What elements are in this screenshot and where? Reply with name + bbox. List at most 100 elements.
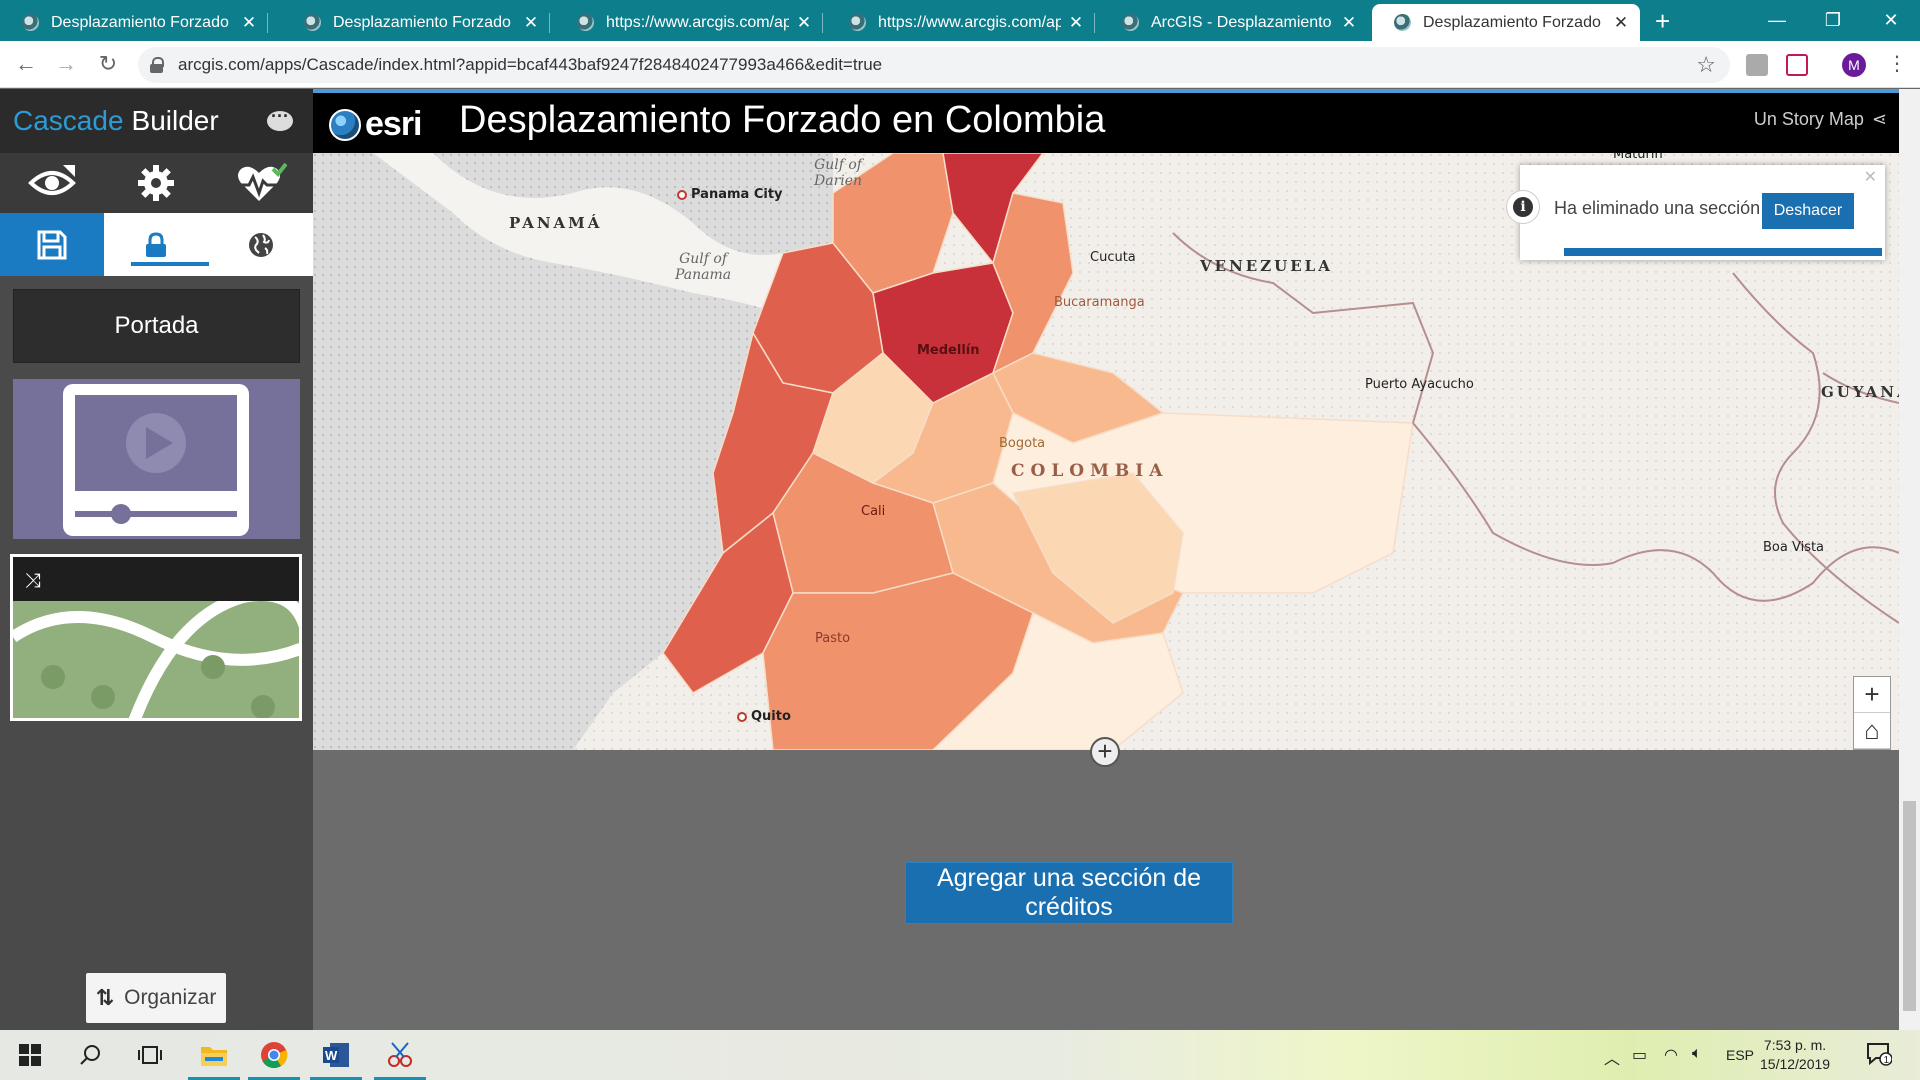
map-label-country: VENEZUELA — [1200, 257, 1333, 275]
notification-count: 1 — [1884, 1055, 1890, 1066]
extension-icon[interactable] — [1746, 54, 1768, 76]
close-tab-icon[interactable]: ✕ — [241, 12, 257, 32]
sharing-public-tab[interactable] — [209, 213, 313, 276]
bookmark-star-icon[interactable]: ☆ — [1696, 52, 1716, 77]
choropleth-map[interactable]: PANAMÁ VENEZUELA GUYANA COLOMBIA Gulf of… — [313, 153, 1899, 750]
storymap-link[interactable]: Un Story Map ⋖ — [1754, 109, 1887, 130]
video-player-icon — [63, 384, 249, 536]
minimize-button[interactable]: — — [1768, 10, 1786, 30]
save-disk-icon — [37, 230, 67, 259]
tab-title: https://www.arcgis.com/app — [878, 13, 1061, 31]
story-title[interactable]: Desplazamiento Forzado en Colombia — [459, 99, 1106, 141]
section-thumbnail-map[interactable]: ⤨ — [10, 554, 302, 721]
save-button[interactable] — [0, 213, 105, 276]
windows-taskbar: W ︿ ▭ ◠ 🔈︎ ESP 7:53 p. m. 15/12/2019 1 — [0, 1030, 1920, 1080]
settings-button[interactable] — [104, 153, 208, 213]
extension-icon[interactable] — [1786, 54, 1808, 76]
snipping-tool-button[interactable] — [370, 1030, 430, 1080]
search-icon — [80, 1045, 100, 1065]
browser-tab[interactable]: https://www.arcgis.com/app ✕ — [827, 4, 1095, 41]
share-icon[interactable]: ⋖ — [1871, 109, 1887, 129]
section-card-portada[interactable]: Portada — [13, 289, 300, 363]
wifi-icon[interactable]: ◠ — [1664, 1047, 1678, 1064]
browser-tab[interactable]: Desplazamiento Forzado en C ✕ — [0, 4, 268, 41]
add-credits-section-button[interactable]: Agregar una sección de créditos — [905, 862, 1233, 924]
battery-icon[interactable]: ▭ — [1632, 1047, 1648, 1064]
tab-title: Desplazamiento Forzado en C — [1423, 13, 1606, 31]
sharing-private-tab[interactable] — [104, 213, 210, 276]
restore-button[interactable]: ❐ — [1824, 10, 1842, 30]
organize-button[interactable]: ⇅ Organizar — [86, 973, 226, 1023]
volume-icon[interactable]: 🔈︎ — [1692, 1045, 1702, 1062]
story-lower-area: Agregar una sección de créditos — [313, 750, 1899, 1030]
task-view-button[interactable] — [120, 1030, 180, 1080]
health-check-button[interactable] — [209, 153, 313, 213]
folder-icon — [201, 1047, 227, 1066]
chrome-icon — [261, 1042, 288, 1069]
home-button[interactable]: ⌂ — [1854, 713, 1890, 749]
organize-label: Organizar — [124, 986, 217, 1009]
browser-tab-active[interactable]: Desplazamiento Forzado en C ✕ — [1372, 4, 1640, 41]
page-scrollbar[interactable] — [1899, 89, 1920, 1030]
chrome-button[interactable] — [244, 1030, 304, 1080]
preview-eye-button[interactable] — [0, 153, 104, 213]
profile-avatar[interactable]: M — [1842, 53, 1866, 77]
close-tab-icon[interactable]: ✕ — [796, 12, 812, 32]
esri-logo[interactable]: esri — [329, 105, 422, 144]
toast-message: Ha eliminado una sección — [1554, 198, 1761, 218]
clock-time: 7:53 p. m. — [1763, 1037, 1827, 1053]
story-header: esri Desplazamiento Forzado en Colombia … — [313, 89, 1899, 153]
map-zoom-control: + ⌂ — [1853, 676, 1891, 750]
sort-arrows-icon: ⇅ — [95, 985, 115, 1010]
close-tab-icon[interactable]: ✕ — [1068, 12, 1084, 32]
close-tab-icon[interactable]: ✕ — [1341, 12, 1357, 32]
close-tab-icon[interactable]: ✕ — [1613, 12, 1629, 32]
map-label-city: Panama City — [677, 187, 783, 202]
word-button[interactable]: W — [306, 1030, 366, 1080]
globe-favicon-icon — [22, 14, 39, 31]
map-label-city: Puerto Ayacucho — [1365, 377, 1474, 392]
zoom-in-button[interactable]: + — [1854, 677, 1890, 713]
forward-button[interactable]: → — [55, 51, 77, 76]
taskbar-clock[interactable]: 7:53 p. m. 15/12/2019 — [1760, 1036, 1830, 1074]
heart-check-icon — [237, 163, 287, 201]
brand-builder: Builder — [131, 105, 219, 136]
start-button[interactable] — [0, 1030, 60, 1080]
lock-icon — [150, 57, 164, 73]
new-tab-button[interactable]: + — [1655, 6, 1671, 36]
tab-title: Desplazamiento Forzado en C — [333, 13, 516, 31]
map-label-city: Quito — [737, 709, 791, 724]
svg-text:⤨: ⤨ — [25, 568, 41, 592]
file-explorer-button[interactable] — [184, 1030, 244, 1080]
map-label-city: Boa Vista — [1763, 540, 1825, 555]
tray-chevron-icon[interactable]: ︿ — [1604, 1051, 1621, 1068]
map-label-city: Cucuta — [1090, 250, 1136, 265]
task-view-icon — [138, 1046, 162, 1064]
map-label-city: Medellín — [917, 343, 980, 358]
builder-header: Cascade Builder — [0, 89, 313, 153]
browser-tab[interactable]: https://www.arcgis.com/app ✕ — [555, 4, 823, 41]
add-section-button[interactable]: + — [1090, 737, 1120, 767]
chat-bubble-icon[interactable] — [267, 106, 293, 131]
svg-text:W: W — [325, 1048, 338, 1063]
language-indicator[interactable]: ESP — [1726, 1047, 1755, 1063]
colombia-regions — [662, 153, 1414, 750]
search-button[interactable] — [60, 1030, 120, 1080]
windows-logo-icon — [19, 1044, 41, 1066]
browser-tab[interactable]: ArcGIS - Desplazamiento For ✕ — [1100, 4, 1368, 41]
globe-icon — [248, 232, 273, 257]
scrollbar-thumb[interactable] — [1903, 801, 1916, 1011]
address-bar[interactable]: arcgis.com/apps/Cascade/index.html?appid… — [138, 47, 1730, 83]
notification-center-button[interactable]: 1 — [1866, 1042, 1893, 1071]
back-button[interactable]: ← — [15, 51, 37, 76]
browser-menu-icon[interactable]: ⋮ — [1887, 53, 1907, 75]
close-tab-icon[interactable]: ✕ — [523, 12, 539, 32]
undo-button[interactable]: Deshacer — [1762, 193, 1854, 229]
esri-wordmark: esri — [365, 105, 422, 143]
section-thumbnail-media[interactable] — [13, 379, 300, 539]
reload-button[interactable]: ↻ — [98, 51, 118, 76]
close-window-button[interactable]: ✕ — [1883, 10, 1899, 30]
close-icon[interactable]: ✕ — [1863, 169, 1877, 186]
browser-tab[interactable]: Desplazamiento Forzado en C ✕ — [282, 4, 550, 41]
globe-favicon-icon — [849, 14, 866, 31]
